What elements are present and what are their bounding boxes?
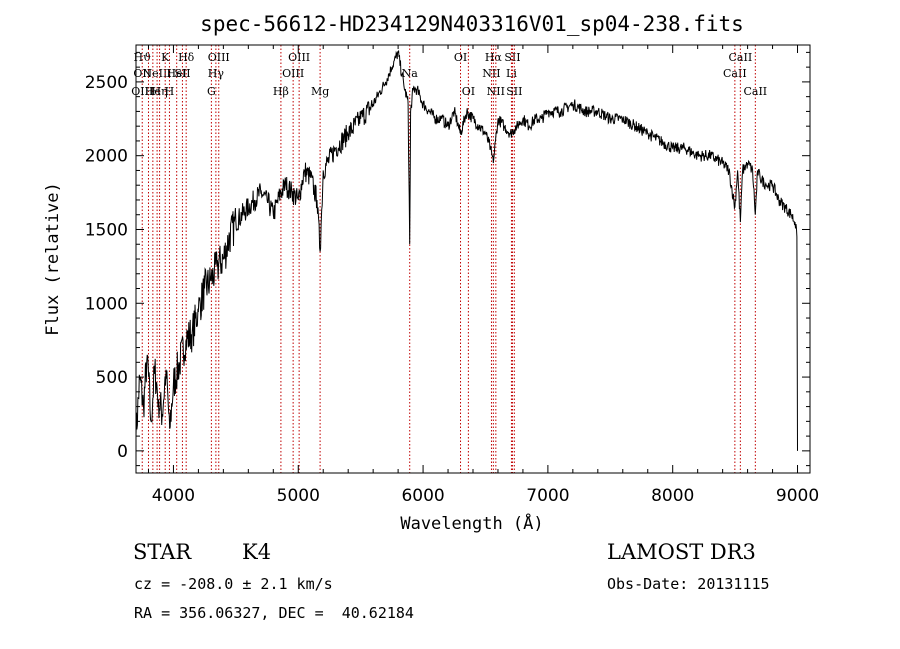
- line-marker-label: Hϑ: [134, 51, 152, 64]
- x-tick-label: 5000: [277, 486, 320, 506]
- line-marker-label: SII: [506, 85, 522, 98]
- chart-title: spec-56612-HD234129N403316V01_sp04-238.f…: [200, 12, 744, 36]
- y-tick-label: 0: [117, 442, 128, 462]
- line-marker-label: HeI: [166, 67, 186, 80]
- plot-frame: [135, 44, 811, 474]
- line-marker-label: Mg: [311, 85, 329, 98]
- line-marker-label: OII: [133, 67, 151, 80]
- line-marker-label: OIII: [288, 51, 310, 64]
- line-marker-label: H: [165, 85, 175, 98]
- line-marker-label: Hβ: [273, 85, 289, 98]
- line-marker-label: Li: [506, 67, 517, 80]
- line-marker-label: Hδ: [178, 51, 195, 64]
- redshift-cz: cz = -208.0 ± 2.1 km/s: [134, 575, 333, 593]
- x-tick-label: 9000: [776, 486, 819, 506]
- y-tick-label: 500: [96, 368, 128, 388]
- line-marker-label: K: [161, 51, 170, 64]
- line-marker-label: OIII: [208, 51, 230, 64]
- spectrum-line: [135, 50, 798, 451]
- line-marker-label: CaII: [743, 85, 767, 98]
- y-tick-label: 1500: [85, 220, 128, 240]
- x-tick-label: 4000: [152, 486, 195, 506]
- line-marker-label: OIII: [282, 67, 304, 80]
- y-tick-label: 2000: [85, 147, 128, 167]
- line-marker-label: G: [207, 85, 216, 98]
- line-marker-label: NeIII: [143, 67, 172, 80]
- y-tick-label: 2500: [85, 73, 128, 93]
- line-marker-label: Na: [402, 67, 419, 80]
- line-marker-label: CaII: [729, 51, 753, 64]
- line-marker-label: SII: [504, 51, 520, 64]
- object-subclass: K4: [242, 540, 272, 564]
- line-markers: HϑOIIOIIIHeNeIIIHηKHHeISIIHδGHγOIIIHβOII…: [131, 45, 767, 473]
- line-marker-label: NII: [487, 85, 505, 98]
- coordinates: RA = 356.06327, DEC = 40.62184: [134, 604, 414, 622]
- line-marker-label: Hα: [485, 51, 503, 64]
- line-marker-label: NII: [482, 67, 500, 80]
- x-tick-label: 7000: [526, 486, 569, 506]
- x-tick-label: 8000: [651, 486, 694, 506]
- observation-date: Obs-Date: 20131115: [607, 575, 770, 593]
- survey-name: LAMOST DR3: [607, 540, 756, 564]
- y-axis-label: Flux (relative): [43, 182, 63, 336]
- line-marker-label: Hη: [151, 85, 167, 98]
- spectrum-series: [135, 50, 798, 451]
- line-marker-label: OI: [462, 85, 475, 98]
- x-axis-label: Wavelength (Å): [400, 512, 543, 534]
- line-marker-label: OIII: [131, 85, 153, 98]
- spectrum-chart: spec-56612-HD234129N403316V01_sp04-238.f…: [43, 12, 819, 534]
- object-class: STAR: [133, 540, 192, 564]
- line-marker-label: SII: [174, 67, 190, 80]
- line-marker-label: Hγ: [208, 67, 225, 80]
- line-marker-label: OI: [454, 51, 467, 64]
- x-tick-label: 6000: [401, 486, 444, 506]
- line-marker-label: CaII: [723, 67, 747, 80]
- y-tick-label: 1000: [85, 294, 128, 314]
- axis-ticks: 4000 5000 6000 7000 8000 9000 0 500 1000 1500 2000…: [85, 45, 819, 506]
